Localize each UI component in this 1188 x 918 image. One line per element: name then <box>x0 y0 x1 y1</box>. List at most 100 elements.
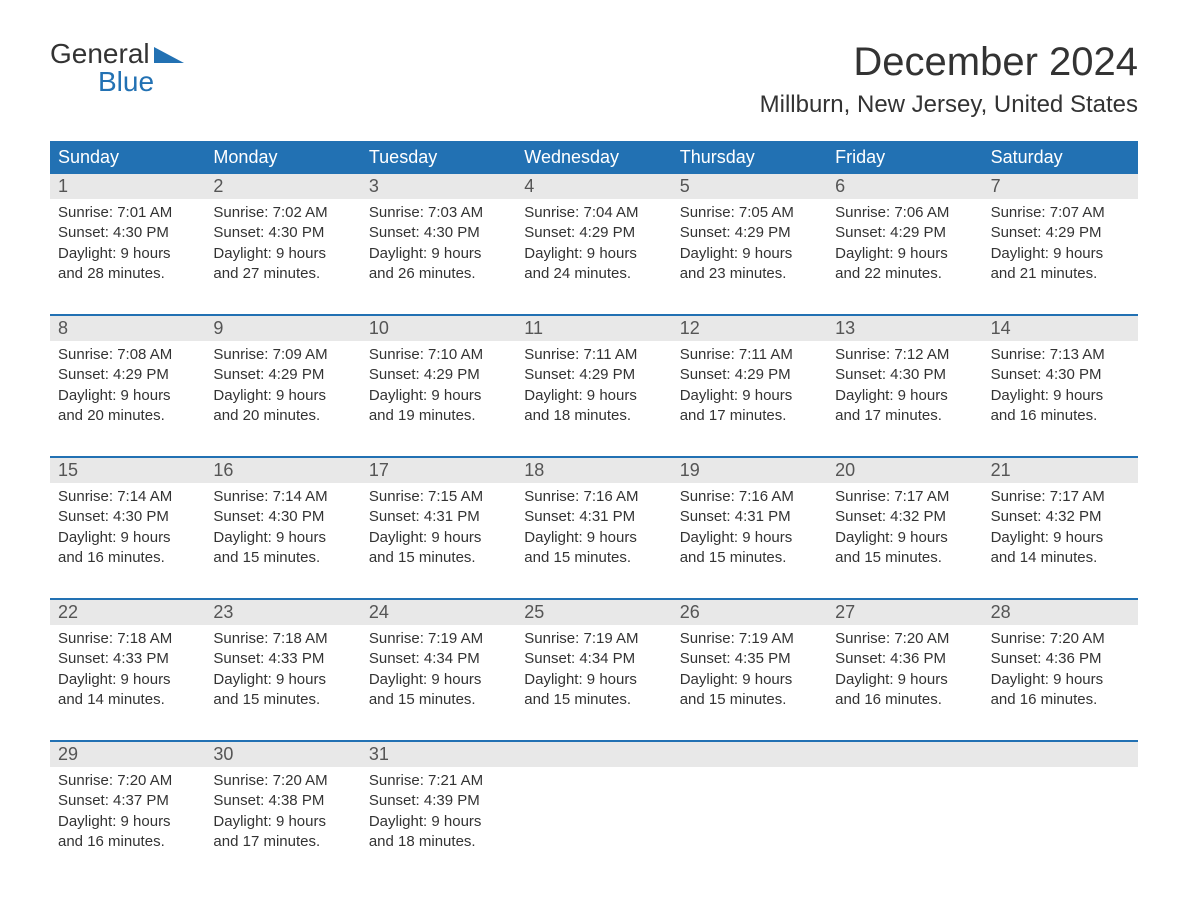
day-number: 18 <box>516 458 671 483</box>
sunrise-line: Sunrise: 7:19 AM <box>369 629 508 649</box>
week-row: 1234567Sunrise: 7:01 AMSunset: 4:30 PMDa… <box>50 174 1138 296</box>
day-cell: Sunrise: 7:11 AMSunset: 4:29 PMDaylight:… <box>672 341 827 438</box>
sunrise-line: Sunrise: 7:09 AM <box>213 345 352 365</box>
sunrise-line: Sunrise: 7:21 AM <box>369 771 508 791</box>
sunrise-line: Sunrise: 7:19 AM <box>524 629 663 649</box>
day-number: 6 <box>827 174 982 199</box>
daynum-row: 22232425262728 <box>50 600 1138 625</box>
sunrise-line: Sunrise: 7:20 AM <box>835 629 974 649</box>
day-cell: Sunrise: 7:18 AMSunset: 4:33 PMDaylight:… <box>50 625 205 722</box>
day-number: 12 <box>672 316 827 341</box>
day-number: 4 <box>516 174 671 199</box>
sunrise-line: Sunrise: 7:11 AM <box>524 345 663 365</box>
calendar: SundayMondayTuesdayWednesdayThursdayFrid… <box>50 141 1138 864</box>
day-cell: Sunrise: 7:01 AMSunset: 4:30 PMDaylight:… <box>50 199 205 296</box>
daylight-line-1: Daylight: 9 hours <box>369 528 508 548</box>
sunrise-line: Sunrise: 7:11 AM <box>680 345 819 365</box>
daylight-line-1: Daylight: 9 hours <box>369 244 508 264</box>
day-cell: Sunrise: 7:14 AMSunset: 4:30 PMDaylight:… <box>205 483 360 580</box>
dayheader: Thursday <box>672 141 827 174</box>
logo-text-bottom: Blue <box>50 68 184 96</box>
day-cell: Sunrise: 7:19 AMSunset: 4:35 PMDaylight:… <box>672 625 827 722</box>
sunset-line: Sunset: 4:37 PM <box>58 791 197 811</box>
sunset-line: Sunset: 4:30 PM <box>369 223 508 243</box>
dayheader: Friday <box>827 141 982 174</box>
daylight-line-1: Daylight: 9 hours <box>213 386 352 406</box>
daynum-row: 891011121314 <box>50 316 1138 341</box>
day-cell: Sunrise: 7:20 AMSunset: 4:37 PMDaylight:… <box>50 767 205 864</box>
daylight-line-1: Daylight: 9 hours <box>524 386 663 406</box>
sunset-line: Sunset: 4:30 PM <box>58 223 197 243</box>
day-cell <box>983 767 1138 864</box>
day-cell: Sunrise: 7:16 AMSunset: 4:31 PMDaylight:… <box>516 483 671 580</box>
daylight-line-2: and 14 minutes. <box>991 548 1130 568</box>
daylight-line-2: and 28 minutes. <box>58 264 197 284</box>
day-number: 19 <box>672 458 827 483</box>
day-number: 15 <box>50 458 205 483</box>
day-cell: Sunrise: 7:10 AMSunset: 4:29 PMDaylight:… <box>361 341 516 438</box>
daylight-line-1: Daylight: 9 hours <box>991 244 1130 264</box>
week-row: 293031Sunrise: 7:20 AMSunset: 4:37 PMDay… <box>50 740 1138 864</box>
dayheader: Monday <box>205 141 360 174</box>
daylight-line-1: Daylight: 9 hours <box>991 670 1130 690</box>
sunrise-line: Sunrise: 7:17 AM <box>835 487 974 507</box>
daylight-line-1: Daylight: 9 hours <box>213 812 352 832</box>
day-number: 7 <box>983 174 1138 199</box>
sunset-line: Sunset: 4:30 PM <box>835 365 974 385</box>
day-number: 23 <box>205 600 360 625</box>
daylight-line-1: Daylight: 9 hours <box>58 386 197 406</box>
sunset-line: Sunset: 4:36 PM <box>835 649 974 669</box>
week-row: 22232425262728Sunrise: 7:18 AMSunset: 4:… <box>50 598 1138 722</box>
daylight-line-2: and 24 minutes. <box>524 264 663 284</box>
day-number: 8 <box>50 316 205 341</box>
month-title: December 2024 <box>760 40 1138 85</box>
daylight-line-2: and 15 minutes. <box>680 548 819 568</box>
daylight-line-2: and 21 minutes. <box>991 264 1130 284</box>
day-cell: Sunrise: 7:12 AMSunset: 4:30 PMDaylight:… <box>827 341 982 438</box>
day-cell: Sunrise: 7:13 AMSunset: 4:30 PMDaylight:… <box>983 341 1138 438</box>
daylight-line-1: Daylight: 9 hours <box>58 812 197 832</box>
sunrise-line: Sunrise: 7:08 AM <box>58 345 197 365</box>
week-row: 15161718192021Sunrise: 7:14 AMSunset: 4:… <box>50 456 1138 580</box>
daylight-line-2: and 15 minutes. <box>369 548 508 568</box>
daylight-line-1: Daylight: 9 hours <box>58 528 197 548</box>
day-cell <box>672 767 827 864</box>
sunset-line: Sunset: 4:29 PM <box>524 365 663 385</box>
sunrise-line: Sunrise: 7:16 AM <box>680 487 819 507</box>
sunrise-line: Sunrise: 7:02 AM <box>213 203 352 223</box>
daylight-line-1: Daylight: 9 hours <box>369 812 508 832</box>
daylight-line-2: and 15 minutes. <box>524 548 663 568</box>
day-number: 28 <box>983 600 1138 625</box>
daylight-line-1: Daylight: 9 hours <box>213 670 352 690</box>
daylight-line-1: Daylight: 9 hours <box>991 528 1130 548</box>
daylight-line-1: Daylight: 9 hours <box>835 244 974 264</box>
day-cell: Sunrise: 7:19 AMSunset: 4:34 PMDaylight:… <box>516 625 671 722</box>
daylight-line-2: and 17 minutes. <box>213 832 352 852</box>
day-number <box>983 742 1138 767</box>
logo: General Blue <box>50 40 184 96</box>
day-cell: Sunrise: 7:06 AMSunset: 4:29 PMDaylight:… <box>827 199 982 296</box>
sunrise-line: Sunrise: 7:12 AM <box>835 345 974 365</box>
logo-icon <box>154 40 184 68</box>
day-number: 30 <box>205 742 360 767</box>
daylight-line-2: and 17 minutes. <box>680 406 819 426</box>
day-number: 5 <box>672 174 827 199</box>
day-number: 16 <box>205 458 360 483</box>
page-header: General Blue December 2024 Millburn, New… <box>50 40 1138 131</box>
day-cell: Sunrise: 7:20 AMSunset: 4:36 PMDaylight:… <box>983 625 1138 722</box>
daylight-line-1: Daylight: 9 hours <box>991 386 1130 406</box>
sunrise-line: Sunrise: 7:03 AM <box>369 203 508 223</box>
sunrise-line: Sunrise: 7:06 AM <box>835 203 974 223</box>
daylight-line-2: and 27 minutes. <box>213 264 352 284</box>
sunrise-line: Sunrise: 7:18 AM <box>58 629 197 649</box>
sunset-line: Sunset: 4:30 PM <box>213 507 352 527</box>
sunset-line: Sunset: 4:32 PM <box>835 507 974 527</box>
daylight-line-1: Daylight: 9 hours <box>680 670 819 690</box>
daylight-line-2: and 18 minutes. <box>524 406 663 426</box>
sunrise-line: Sunrise: 7:16 AM <box>524 487 663 507</box>
daylight-line-2: and 15 minutes. <box>213 690 352 710</box>
daylight-line-1: Daylight: 9 hours <box>369 386 508 406</box>
sunset-line: Sunset: 4:39 PM <box>369 791 508 811</box>
sunrise-line: Sunrise: 7:14 AM <box>213 487 352 507</box>
day-cell: Sunrise: 7:20 AMSunset: 4:36 PMDaylight:… <box>827 625 982 722</box>
